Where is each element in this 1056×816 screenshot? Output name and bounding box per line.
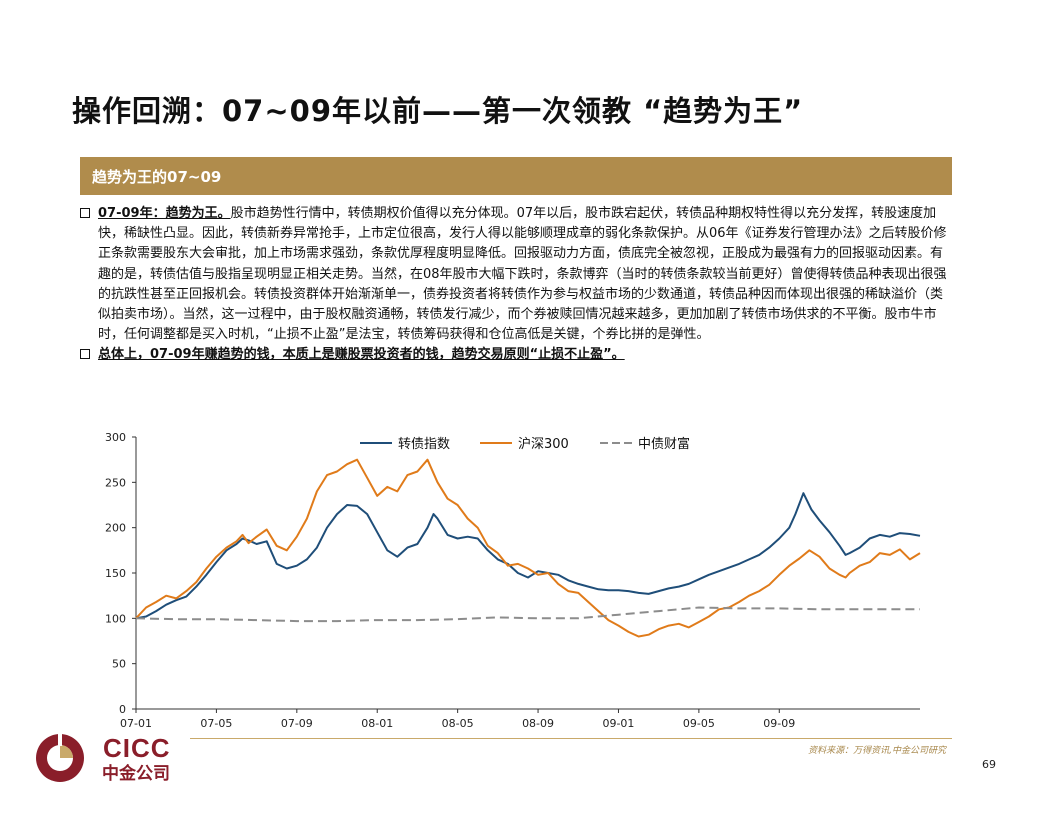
bullet-paragraph-2: 总体上，07-09年赚趋势的钱，本质上是赚股票投资者的钱，趋势交易原则“止损不止…	[80, 345, 950, 365]
x-tick-label: 09-09	[763, 717, 795, 730]
x-tick-label: 09-01	[602, 717, 634, 730]
bullet-lead: 总体上，07-09年赚趋势的钱，本质上是赚股票投资者的钱，趋势交易原则“止损不止…	[98, 347, 625, 363]
y-tick-label: 100	[105, 612, 126, 625]
x-tick-label: 08-09	[522, 717, 554, 730]
source-note: 资料来源：万得资讯,中金公司研究	[808, 746, 946, 756]
y-tick-label: 250	[105, 476, 126, 489]
logo-text-cn: 中金公司	[102, 764, 170, 784]
x-tick-label: 08-01	[361, 717, 393, 730]
checkbox-bullet-icon	[80, 208, 90, 218]
y-tick-label: 150	[105, 567, 126, 580]
series-line-1	[135, 492, 921, 620]
bullet-lead: 07-09年：趋势为王。	[98, 206, 231, 221]
line-chart: 0 50 100 150 200 250 300 07-01 07-05 07-09 08-01 08…	[105, 431, 921, 730]
bullet-paragraph-1: 07-09年：趋势为王。股市趋势性行情中，转债期权价值得以充分体现。07年以后，…	[80, 204, 950, 345]
legend-label-1: 转债指数	[398, 437, 450, 452]
series-line-3	[135, 606, 920, 623]
legend-label-2: 沪深300	[518, 436, 569, 452]
y-tick-label: 50	[112, 658, 126, 671]
logo-text-en: CICC	[103, 733, 171, 763]
y-tick-label: 200	[105, 522, 126, 535]
x-tick-label: 08-05	[442, 717, 474, 730]
y-tick-label: 0	[119, 703, 126, 716]
bullet-text: 股市趋势性行情中，转债期权价值得以充分体现。07年以后，股市跌宕起伏，转债品种期…	[98, 206, 947, 343]
body-text: 07-09年：趋势为王。股市趋势性行情中，转债期权价值得以充分体现。07年以后，…	[80, 204, 950, 366]
footer-divider	[190, 738, 952, 739]
legend-label-3: 中债财富	[638, 436, 690, 452]
page-title: 操作回溯：07~09年以前——第一次领教 “趋势为王”	[72, 94, 804, 128]
y-tick-label: 300	[105, 431, 126, 444]
section-banner: 趋势为王的07~09	[80, 157, 952, 195]
page-number: 69	[982, 758, 996, 771]
cicc-logo-icon	[36, 732, 84, 782]
x-tick-label: 07-05	[200, 717, 232, 730]
series-line-2	[135, 458, 921, 638]
checkbox-bullet-icon	[80, 349, 90, 360]
x-tick-label: 09-05	[683, 717, 715, 730]
x-tick-label: 07-01	[120, 717, 152, 730]
x-tick-label: 07-09	[281, 717, 313, 730]
banner-label: 趋势为王的07~09	[92, 168, 222, 186]
